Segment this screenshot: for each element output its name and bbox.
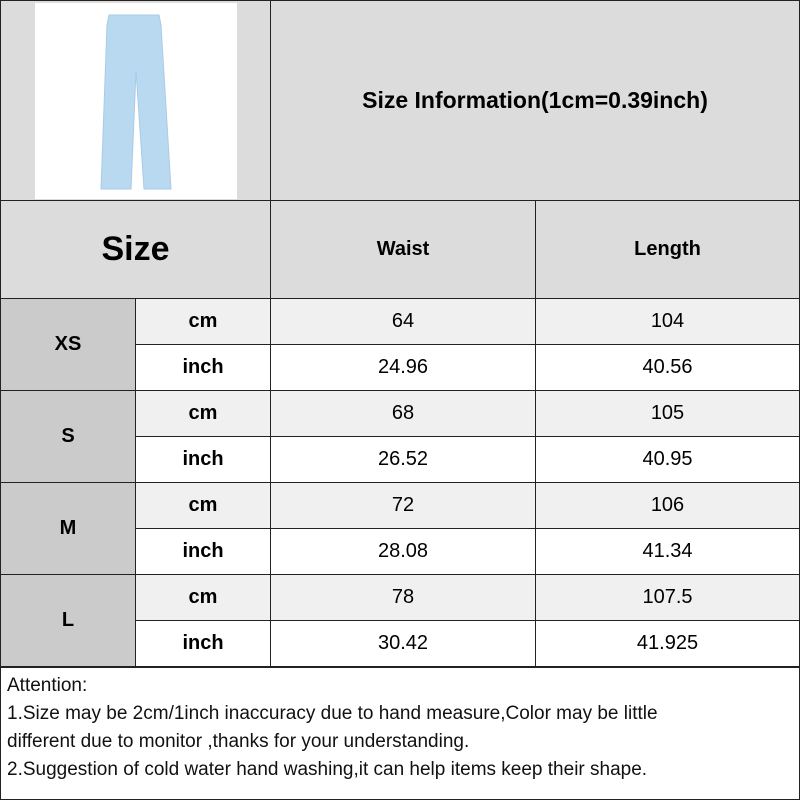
waist-cell: 72	[270, 482, 536, 529]
note-line: 1.Size may be 2cm/1inch inaccuracy due t…	[7, 703, 658, 724]
waist-cell-text: 72	[391, 494, 415, 516]
size-label: M	[0, 482, 136, 575]
note-line: 2.Suggestion of cold water hand washing,…	[7, 759, 648, 780]
length-cell-text: 41.925	[636, 632, 699, 654]
waist-cell: 30.42	[270, 620, 536, 667]
unit-cell: inch	[135, 436, 271, 483]
size-label: XS	[0, 298, 136, 391]
unit-cell-text: inch	[182, 448, 224, 470]
length-cell-text: 40.95	[642, 448, 693, 470]
pants-icon	[99, 14, 172, 189]
size-label-text: XS	[54, 333, 82, 355]
length-cell-text: 106	[650, 494, 685, 516]
length-cell: 105	[535, 390, 800, 437]
length-cell-text: 40.56	[642, 356, 693, 378]
unit-cell-text: inch	[182, 356, 224, 378]
unit-cell-text: inch	[182, 540, 224, 562]
waist-cell-text: 68	[391, 402, 415, 424]
waist-cell-text: 26.52	[377, 448, 429, 470]
length-header-label: Length	[634, 238, 701, 260]
unit-cell: inch	[135, 344, 271, 391]
length-cell-text: 104	[650, 310, 685, 332]
unit-cell: inch	[135, 528, 271, 575]
waist-cell: 78	[270, 574, 536, 621]
unit-cell-text: cm	[188, 586, 218, 608]
unit-cell: inch	[135, 620, 271, 667]
waist-cell: 24.96	[270, 344, 536, 391]
length-header: Length	[535, 200, 800, 299]
product-image	[34, 2, 237, 199]
unit-cell: cm	[135, 298, 271, 345]
note-line: different due to monitor ,thanks for you…	[7, 731, 470, 752]
length-cell: 41.34	[535, 528, 800, 575]
page-title: Size Information(1cm=0.39inch)	[362, 87, 708, 113]
size-label-text: M	[59, 517, 77, 539]
waist-cell: 26.52	[270, 436, 536, 483]
length-cell-text: 107.5	[642, 586, 693, 608]
length-cell-text: 105	[650, 402, 685, 424]
length-cell: 107.5	[535, 574, 800, 621]
waist-header-label: Waist	[376, 238, 430, 260]
size-header: Size	[0, 200, 271, 299]
waist-cell-text: 30.42	[377, 632, 429, 654]
unit-cell: cm	[135, 482, 271, 529]
length-cell: 40.95	[535, 436, 800, 483]
product-image-cell	[0, 0, 271, 201]
length-cell: 106	[535, 482, 800, 529]
length-cell: 104	[535, 298, 800, 345]
waist-cell: 64	[270, 298, 536, 345]
unit-cell-text: cm	[188, 310, 218, 332]
size-label: S	[0, 390, 136, 483]
waist-cell-text: 24.96	[377, 356, 429, 378]
size-label: L	[0, 574, 136, 667]
waist-header: Waist	[270, 200, 536, 299]
waist-cell-text: 28.08	[377, 540, 429, 562]
notes-heading: Attention:	[7, 675, 88, 696]
unit-cell-text: cm	[188, 494, 218, 516]
unit-cell: cm	[135, 390, 271, 437]
unit-cell-text: inch	[182, 632, 224, 654]
size-header-label: Size	[101, 230, 170, 268]
size-label-text: L	[61, 609, 75, 631]
waist-cell-text: 78	[391, 586, 415, 608]
waist-cell-text: 64	[391, 310, 415, 332]
waist-cell: 68	[270, 390, 536, 437]
waist-cell: 28.08	[270, 528, 536, 575]
notes: Attention: 1.Size may be 2cm/1inch inacc…	[0, 667, 800, 800]
title-cell: Size Information(1cm=0.39inch)	[270, 0, 800, 201]
length-cell: 41.925	[535, 620, 800, 667]
unit-cell: cm	[135, 574, 271, 621]
size-label-text: S	[61, 425, 75, 447]
unit-cell-text: cm	[188, 402, 218, 424]
length-cell: 40.56	[535, 344, 800, 391]
length-cell-text: 41.34	[642, 540, 693, 562]
